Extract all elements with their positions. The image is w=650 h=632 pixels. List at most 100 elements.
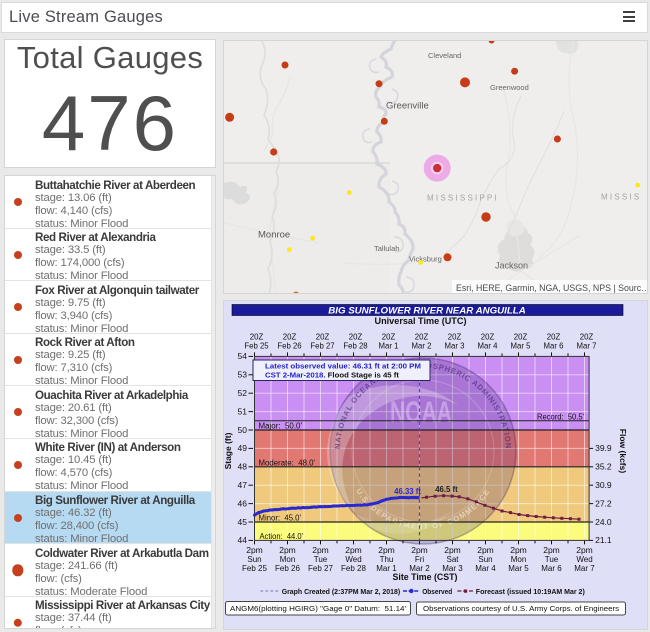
svg-text:53: 53 (238, 369, 248, 379)
svg-text:BIG SUNFLOWER RIVER NEAR ANGUI: BIG SUNFLOWER RIVER NEAR ANGUILLA (328, 305, 526, 315)
svg-text:Feb 26: Feb 26 (275, 563, 300, 572)
svg-text:CST 2-Mar-2018. Flood Stage is: CST 2-Mar-2018. Flood Stage is 45 ft (265, 370, 399, 379)
svg-text:Mar 7: Mar 7 (577, 341, 597, 350)
svg-text:M I S S I S: M I S S I S (601, 193, 639, 202)
svg-text:Cleveland: Cleveland (428, 51, 461, 60)
svg-text:27.2: 27.2 (595, 498, 612, 508)
svg-text:20Z: 20Z (448, 332, 462, 341)
svg-text:Mar 3: Mar 3 (442, 563, 463, 572)
svg-text:46: 46 (238, 498, 248, 508)
svg-text:Universal Time (UTC): Universal Time (UTC) (375, 315, 467, 325)
svg-text:Forecast (issued 10:19AM Mar 2: Forecast (issued 10:19AM Mar 2) (476, 586, 586, 595)
svg-text:Fri: Fri (415, 554, 425, 563)
svg-text:24.0: 24.0 (595, 516, 612, 526)
svg-text:Greenwood: Greenwood (490, 83, 529, 92)
svg-text:50: 50 (238, 424, 248, 434)
svg-text:35.2: 35.2 (595, 461, 612, 471)
svg-text:Mar 1: Mar 1 (379, 341, 399, 350)
svg-text:20Z: 20Z (349, 332, 363, 341)
svg-text:Wed: Wed (576, 554, 592, 563)
svg-text:2pm: 2pm (576, 544, 593, 554)
svg-text:Feb 28: Feb 28 (343, 341, 367, 350)
svg-text:Feb 25: Feb 25 (242, 563, 267, 572)
svg-text:Record: 50.5': Record: 50.5' (537, 412, 584, 421)
svg-text:20Z: 20Z (250, 332, 264, 341)
svg-text:21.1: 21.1 (595, 535, 612, 545)
svg-text:Observations courtesy of U.S.: Observations courtesy of U.S. Army Corps… (423, 604, 619, 613)
svg-text:Mon: Mon (280, 554, 296, 563)
svg-text:39.9: 39.9 (595, 443, 612, 453)
svg-text:Mar 4: Mar 4 (475, 563, 496, 572)
svg-text:20Z: 20Z (415, 332, 429, 341)
svg-text:20Z: 20Z (382, 332, 396, 341)
svg-text:Jackson: Jackson (495, 261, 528, 271)
svg-text:2pm: 2pm (444, 544, 461, 554)
svg-text:Sun: Sun (247, 554, 261, 563)
svg-text:Observed: Observed (422, 586, 452, 595)
svg-text:Mar 6: Mar 6 (544, 341, 564, 350)
svg-text:Feb 25: Feb 25 (244, 341, 269, 350)
svg-text:2pm: 2pm (543, 544, 560, 554)
svg-text:54: 54 (238, 351, 248, 361)
svg-text:Minor: 45.0': Minor: 45.0' (259, 513, 302, 522)
svg-text:Sat: Sat (446, 554, 459, 563)
svg-text:47: 47 (238, 480, 248, 490)
svg-text:20Z: 20Z (481, 332, 495, 341)
svg-text:Tue: Tue (545, 554, 559, 563)
svg-text:Major: 50.0': Major: 50.0' (259, 421, 303, 430)
svg-text:Graph Created (2:37PM Mar 2, 2: Graph Created (2:37PM Mar 2, 2018) (282, 586, 401, 595)
svg-text:Tue: Tue (314, 554, 328, 563)
svg-text:2pm: 2pm (378, 544, 395, 554)
svg-text:Mar 4: Mar 4 (478, 341, 499, 350)
svg-text:Mar 2: Mar 2 (409, 563, 430, 572)
svg-text:Mar 3: Mar 3 (445, 341, 465, 350)
svg-text:M I S S I S S I P P I: M I S S I S S I P P I (427, 194, 497, 203)
svg-text:Latest observed value: 46.31 f: Latest observed value: 46.31 ft at 2:00 … (265, 361, 421, 370)
svg-text:48: 48 (238, 461, 248, 471)
svg-text:Mar 2: Mar 2 (412, 341, 432, 350)
svg-text:Mar 5: Mar 5 (508, 563, 529, 572)
svg-text:44: 44 (238, 535, 248, 545)
svg-text:20Z: 20Z (316, 332, 330, 341)
svg-text:Flow (kcfs): Flow (kcfs) (618, 428, 628, 473)
svg-text:2pm: 2pm (246, 544, 263, 554)
svg-text:2pm: 2pm (411, 544, 428, 554)
svg-text:Mar 1: Mar 1 (376, 563, 397, 572)
svg-text:2pm: 2pm (345, 544, 362, 554)
svg-text:Tallulah: Tallulah (374, 244, 399, 253)
svg-text:Greenville: Greenville (386, 101, 429, 112)
svg-text:Mar 7: Mar 7 (574, 563, 595, 572)
svg-text:20Z: 20Z (283, 332, 297, 341)
svg-text:30.9: 30.9 (595, 480, 612, 490)
svg-text:Feb 27: Feb 27 (310, 341, 334, 350)
svg-text:NOAA: NOAA (390, 396, 452, 429)
svg-text:2pm: 2pm (510, 544, 527, 554)
svg-text:2pm: 2pm (312, 544, 329, 554)
svg-text:Thu: Thu (380, 554, 394, 563)
svg-text:49: 49 (238, 443, 248, 453)
svg-text:Wed: Wed (345, 554, 361, 563)
svg-text:2pm: 2pm (279, 544, 296, 554)
svg-text:Mar 6: Mar 6 (541, 563, 562, 572)
svg-text:Feb 27: Feb 27 (308, 563, 333, 572)
svg-text:20Z: 20Z (547, 332, 561, 341)
svg-text:46.33 ft: 46.33 ft (394, 487, 421, 496)
svg-text:20Z: 20Z (514, 332, 528, 341)
svg-text:Action: 44.0': Action: 44.0' (260, 531, 304, 540)
svg-text:Feb 28: Feb 28 (341, 563, 366, 572)
svg-text:Vicksburg: Vicksburg (409, 255, 442, 264)
svg-text:Sun: Sun (478, 554, 492, 563)
svg-text:20Z: 20Z (580, 332, 594, 341)
svg-text:Mon: Mon (511, 554, 527, 563)
svg-text:Site Time (CST): Site Time (CST) (393, 571, 458, 581)
svg-text:Mar 5: Mar 5 (511, 341, 532, 350)
svg-text:Monroe: Monroe (258, 230, 290, 241)
svg-text:Feb 26: Feb 26 (277, 341, 301, 350)
svg-text:Stage (ft): Stage (ft) (224, 432, 233, 469)
svg-text:2pm: 2pm (477, 544, 494, 554)
svg-text:46.5 ft: 46.5 ft (435, 484, 458, 493)
svg-text:52: 52 (238, 388, 248, 398)
svg-text:Moderate: 48.0': Moderate: 48.0' (259, 458, 316, 467)
svg-text:45: 45 (238, 516, 248, 526)
svg-text:51: 51 (238, 406, 248, 416)
